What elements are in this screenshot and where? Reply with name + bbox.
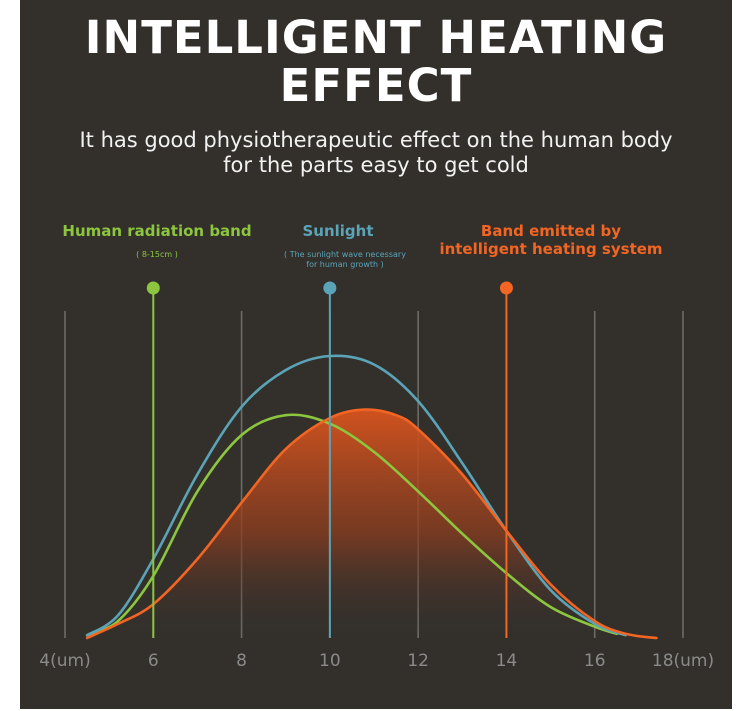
legend-human-radiation: Human radiation band ( 8-15cm ): [62, 222, 251, 259]
legend-heating-band: Band emitted by intelligent heating syst…: [439, 222, 662, 258]
curves: [85, 354, 658, 640]
note-sunlight-1: ( The sunlight wave necessary: [284, 250, 406, 259]
x-tick-label: 14: [496, 651, 518, 671]
subtitle-line-2: for the parts easy to get cold: [223, 153, 529, 177]
x-tick-label: 16: [584, 651, 606, 671]
human-radiation-curve: [85, 413, 619, 637]
x-tick-label: 10: [319, 651, 341, 671]
heating-band-curve: [85, 408, 658, 640]
page-title: INTELLIGENT HEATING EFFECT: [20, 14, 732, 110]
label-human-radiation: Human radiation band: [62, 222, 251, 240]
markers: [146, 281, 513, 638]
title-line-1: INTELLIGENT HEATING: [84, 11, 668, 64]
x-axis-ticks: 4(um) 6 8 10 12 14 16 18(um): [39, 651, 714, 671]
title-line-2: EFFECT: [279, 59, 473, 112]
sunlight-marker-dot: [323, 281, 337, 295]
human-radiation-marker-dot: [146, 281, 160, 295]
x-tick-label: 8: [236, 651, 247, 671]
x-tick-label: 18(um): [652, 651, 714, 671]
sunlight-curve: [85, 354, 627, 637]
x-tick-label: 6: [148, 651, 159, 671]
label-heating-band-2: intelligent heating system: [439, 240, 662, 258]
note-sunlight-2: for human growth ): [306, 260, 384, 269]
label-heating-band-1: Band emitted by: [481, 222, 621, 240]
label-sunlight: Sunlight: [302, 222, 373, 240]
subtitle-line-1: It has good physiotherapeutic effect on …: [79, 128, 673, 152]
heating-band-marker-dot: [499, 281, 513, 295]
x-tick-label: 12: [407, 651, 429, 671]
x-tick-label: 4(um): [39, 651, 90, 671]
legend-sunlight: Sunlight ( The sunlight wave necessary f…: [284, 222, 406, 269]
note-human-radiation: ( 8-15cm ): [136, 250, 178, 259]
subtitle: It has good physiotherapeutic effect on …: [20, 128, 732, 178]
